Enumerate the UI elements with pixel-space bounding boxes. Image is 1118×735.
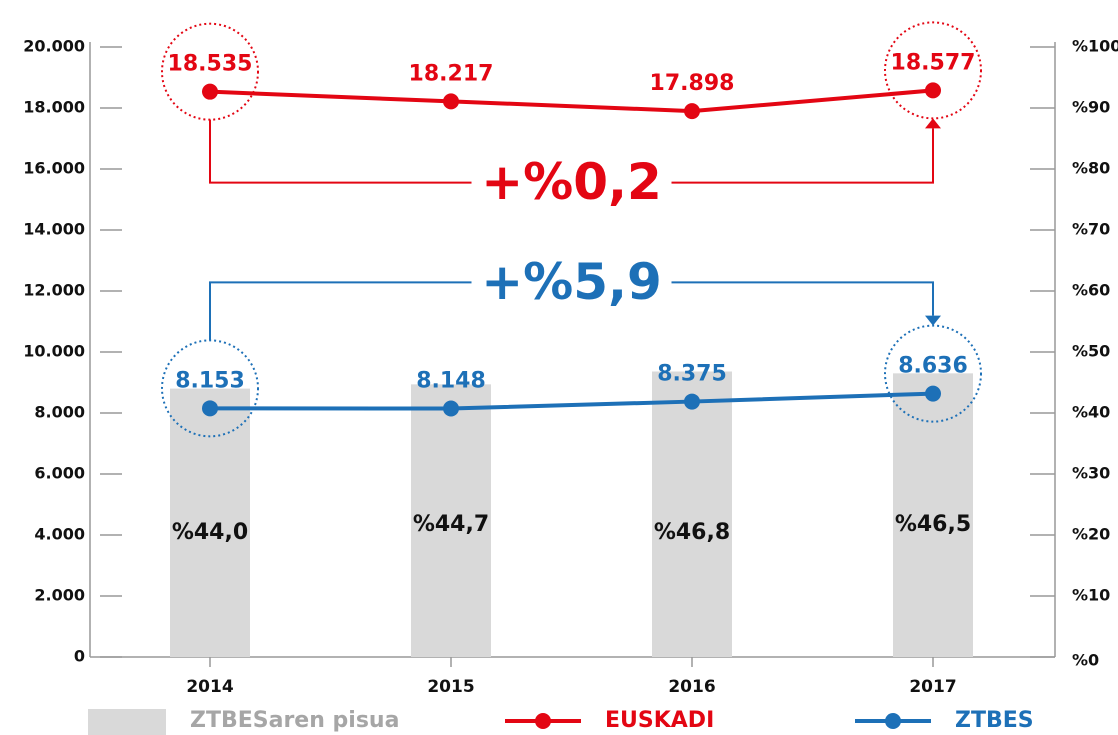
legend-swatch bbox=[535, 713, 551, 729]
y2-tick-label: %10 bbox=[1072, 586, 1110, 605]
y-tick-label: 4.000 bbox=[34, 525, 85, 544]
point bbox=[443, 400, 459, 417]
point bbox=[684, 393, 700, 410]
legend-label: ZTBES bbox=[955, 708, 1034, 733]
bar-label: %46,5 bbox=[895, 512, 971, 537]
y2-tick-label: %60 bbox=[1072, 281, 1110, 300]
annotation: +%5,9 bbox=[481, 253, 662, 311]
point bbox=[684, 103, 700, 120]
point bbox=[443, 93, 459, 110]
annotation-bg bbox=[471, 152, 672, 213]
legend-swatch bbox=[885, 713, 901, 729]
bar bbox=[170, 388, 250, 657]
y2-tick-label: %0 bbox=[1072, 651, 1099, 670]
bar bbox=[652, 371, 732, 657]
bar-label: %44,7 bbox=[413, 512, 489, 537]
y2-tick-label: %30 bbox=[1072, 464, 1110, 483]
annotation-bg bbox=[471, 252, 672, 313]
point bbox=[925, 82, 941, 99]
y-tick-label: 8.000 bbox=[34, 403, 85, 422]
point-label: 18.535 bbox=[168, 52, 253, 77]
bar-label: %46,8 bbox=[654, 520, 730, 545]
point-label: 8.153 bbox=[175, 368, 245, 393]
legend-label: EUSKADI bbox=[605, 708, 714, 733]
point bbox=[925, 385, 941, 402]
y-tick-label: 0 bbox=[74, 647, 85, 666]
y2-tick-label: %80 bbox=[1072, 159, 1110, 178]
bar-label: %44,0 bbox=[172, 520, 248, 545]
point-label: 18.217 bbox=[409, 61, 494, 86]
x-tick-label: 2015 bbox=[427, 677, 474, 697]
y-tick-label: 18.000 bbox=[23, 98, 85, 117]
bar bbox=[411, 384, 491, 657]
y-tick-label: 12.000 bbox=[23, 281, 85, 300]
point-label: 8.636 bbox=[898, 354, 968, 379]
y2-tick-label: %40 bbox=[1072, 403, 1110, 422]
y-tick-label: 2.000 bbox=[34, 586, 85, 605]
y2-tick-label: %50 bbox=[1072, 342, 1110, 361]
x-tick-label: 2017 bbox=[909, 677, 956, 697]
y2-tick-label: %20 bbox=[1072, 525, 1110, 544]
y-tick-label: 16.000 bbox=[23, 159, 85, 178]
y-tick-label: 6.000 bbox=[34, 464, 85, 483]
line bbox=[209, 88, 934, 114]
arrow-head bbox=[925, 118, 941, 129]
x-tick-label: 2014 bbox=[186, 677, 233, 697]
legend-label: ZTBESaren pisua bbox=[190, 708, 399, 733]
point-label: 18.577 bbox=[891, 50, 976, 75]
y2-tick-label: %100 bbox=[1072, 37, 1118, 56]
point bbox=[202, 400, 218, 417]
y-tick-label: 14.000 bbox=[23, 220, 85, 239]
x-tick-label: 2016 bbox=[668, 677, 715, 697]
line bbox=[209, 391, 934, 411]
legend-swatch bbox=[88, 709, 166, 735]
y2-tick-label: %70 bbox=[1072, 220, 1110, 239]
point-label: 8.148 bbox=[416, 368, 486, 393]
arrow-head bbox=[925, 315, 941, 326]
point-label: 8.375 bbox=[657, 362, 727, 387]
point-label: 17.898 bbox=[650, 71, 735, 96]
point bbox=[202, 83, 218, 100]
y-tick-label: 20.000 bbox=[23, 37, 85, 56]
annotation: +%0,2 bbox=[481, 153, 662, 211]
y-tick-label: 10.000 bbox=[23, 342, 85, 361]
y2-tick-label: %90 bbox=[1072, 98, 1110, 117]
